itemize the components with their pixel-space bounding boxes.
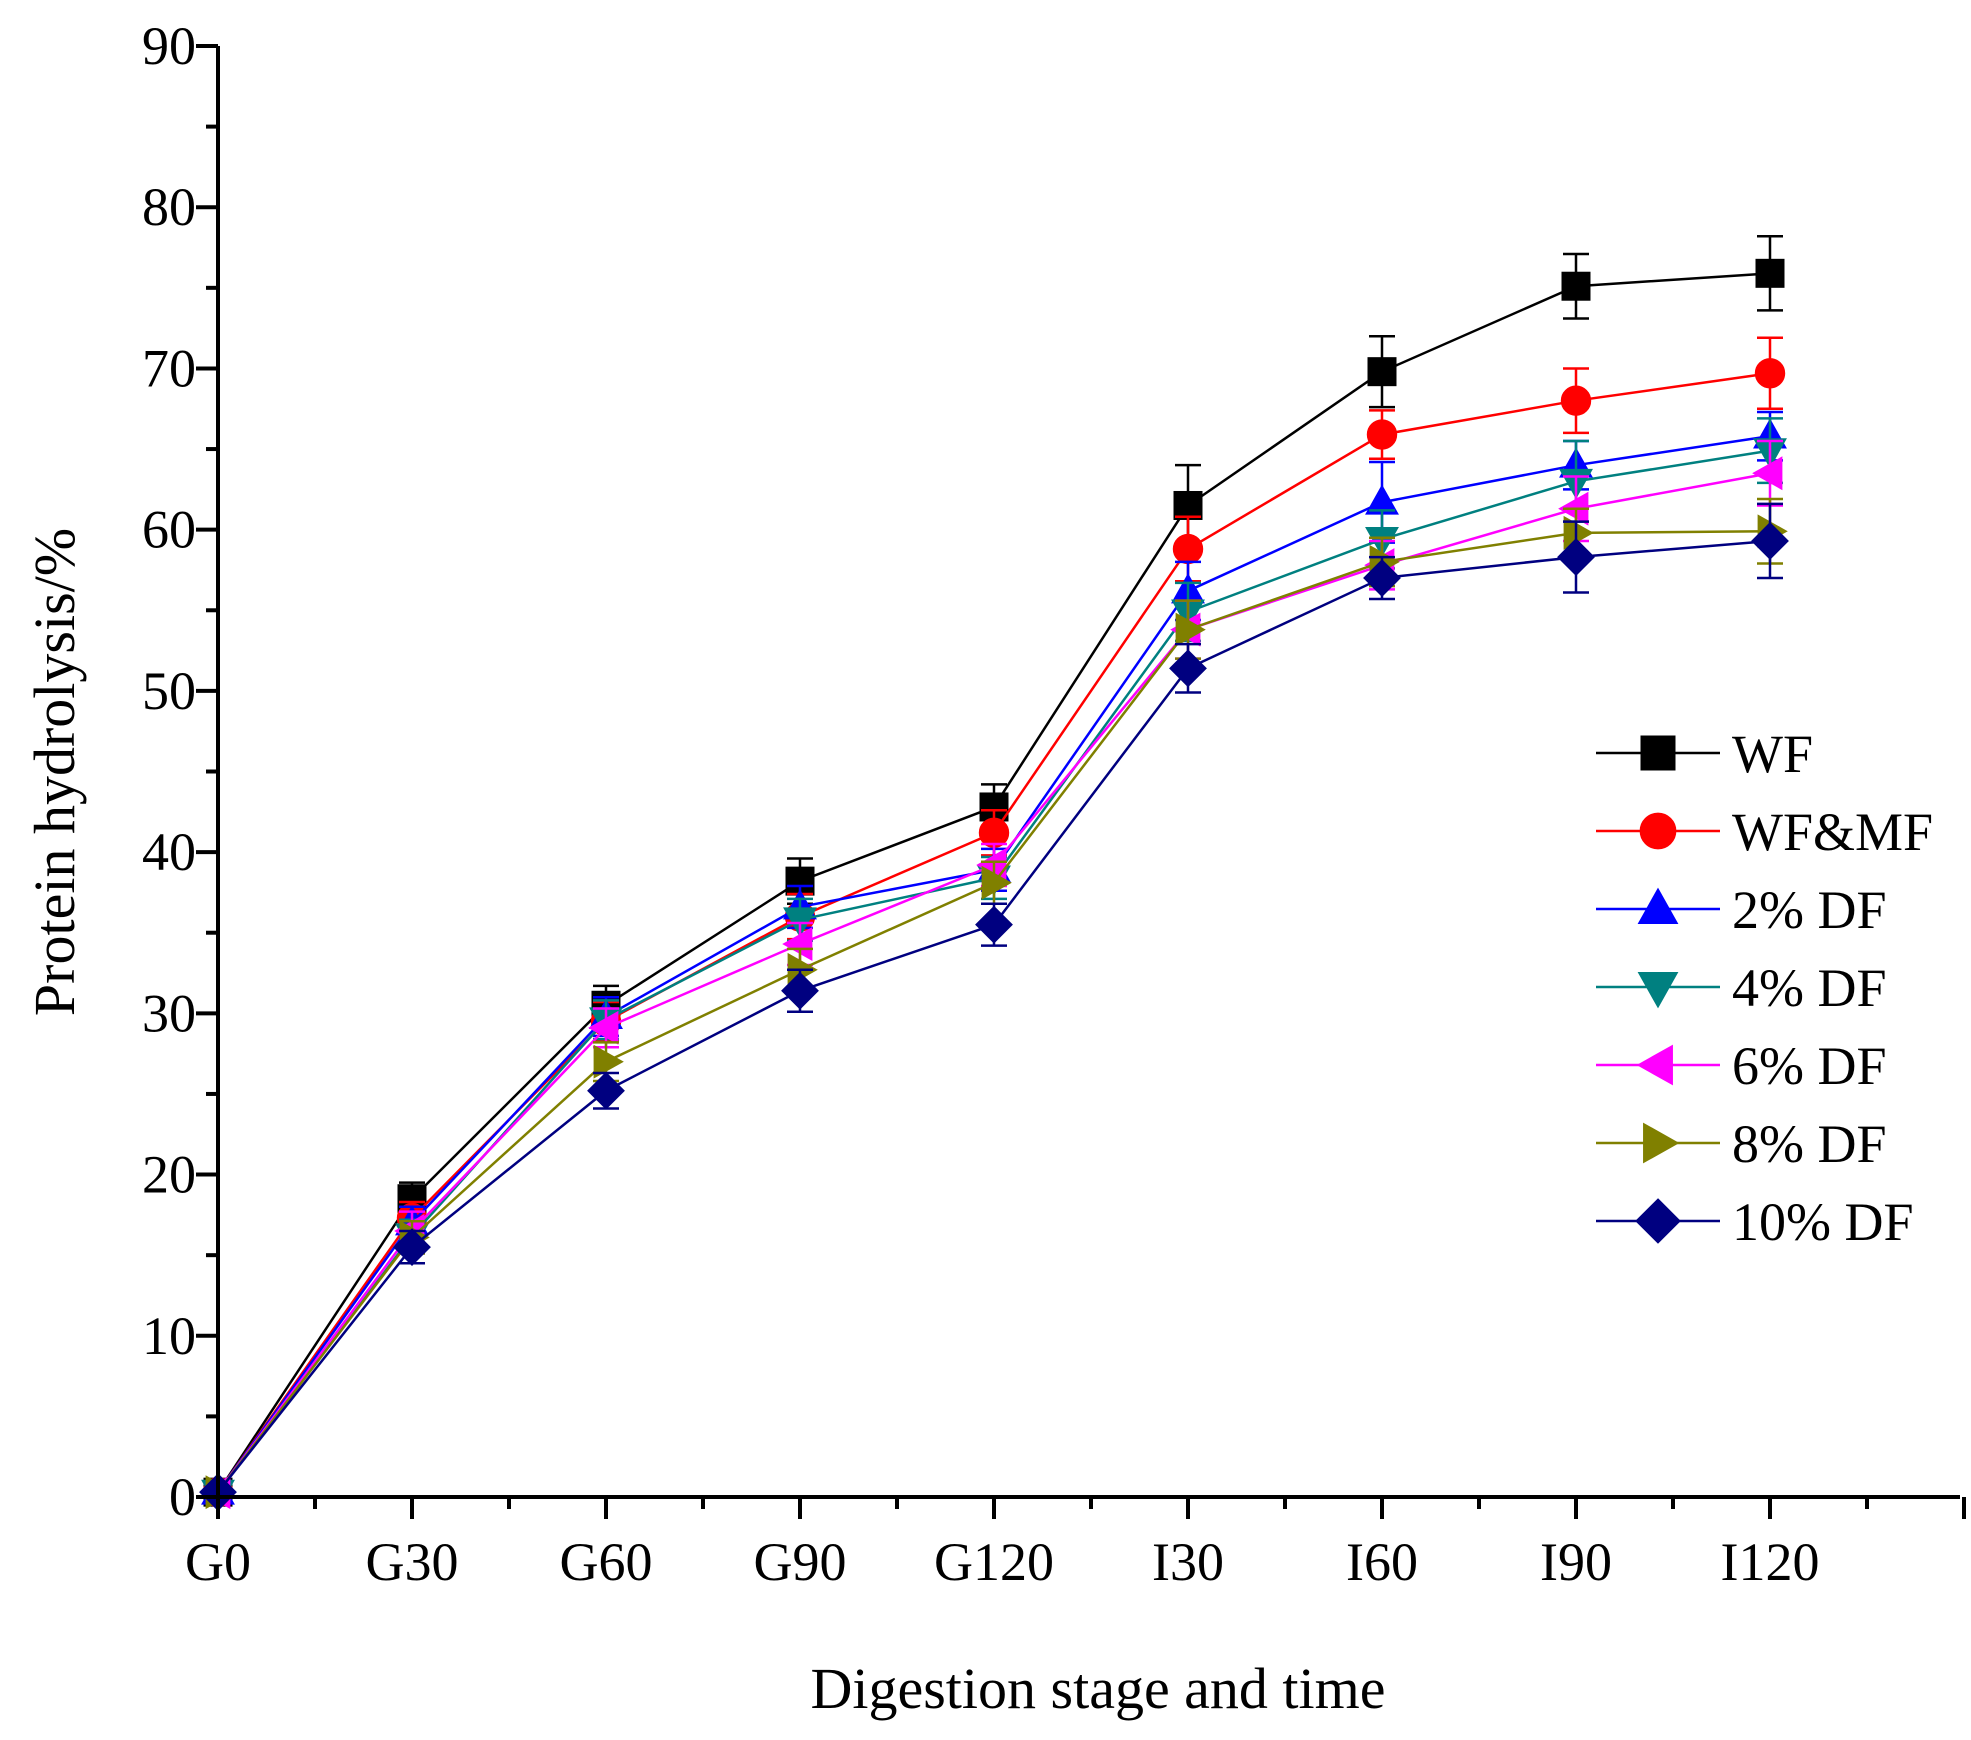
- data-point: [1557, 538, 1595, 576]
- data-point: [1173, 490, 1203, 520]
- y-tick-label: 0: [169, 1467, 196, 1527]
- data-point: [1755, 258, 1785, 288]
- legend-label: WF: [1732, 724, 1813, 784]
- y-tick-label: 20: [142, 1145, 196, 1205]
- series-4% DF: [201, 417, 1787, 1510]
- data-point: [1367, 357, 1397, 387]
- x-tick-label: G30: [366, 1532, 459, 1592]
- series-line: [217, 530, 1771, 1493]
- legend-marker: [1635, 1198, 1681, 1244]
- legend-item: 10% DF: [1596, 1192, 1914, 1252]
- legend-item: WF: [1596, 724, 1813, 784]
- y-tick-label: 30: [142, 983, 196, 1043]
- data-point: [1366, 419, 1398, 450]
- legend-label: 2% DF: [1732, 880, 1887, 940]
- y-axis-title: Protein hydrolysis/%: [22, 528, 87, 1016]
- y-tick-label: 70: [142, 338, 196, 398]
- ticks: 0 10 20 30 40 50 60 70 80 90 G0 G30 G60 G90 G120 I30 I60…: [142, 16, 1966, 1592]
- data-point: [588, 1010, 619, 1045]
- legend-label: 4% DF: [1732, 958, 1887, 1018]
- data-point: [1560, 385, 1592, 416]
- legend-label: 10% DF: [1732, 1192, 1914, 1252]
- x-tick-label: G60: [560, 1532, 653, 1592]
- axes: [216, 46, 1960, 1499]
- x-tick-label: I120: [1721, 1532, 1820, 1592]
- legend-marker: [1639, 812, 1677, 850]
- y-tick-label: 10: [142, 1306, 196, 1366]
- data-point: [1172, 533, 1204, 565]
- data-point: [593, 1044, 624, 1079]
- x-tick-label: G120: [934, 1532, 1054, 1592]
- data-point: [981, 865, 1012, 900]
- legend-label: WF&MF: [1732, 802, 1933, 862]
- series-line: [216, 434, 1771, 1493]
- y-tick-label: 60: [142, 500, 196, 560]
- data-point: [1751, 522, 1789, 560]
- legend-item: 8% DF: [1596, 1114, 1887, 1174]
- x-tick-label: I30: [1152, 1532, 1224, 1592]
- x-axis-title: Digestion stage and time: [810, 1656, 1385, 1721]
- y-tick-label: 90: [142, 16, 196, 76]
- legend-item: 2% DF: [1596, 880, 1887, 940]
- data-point: [781, 971, 819, 1010]
- series-layer: [199, 234, 1789, 1512]
- legend-item: 4% DF: [1596, 958, 1887, 1018]
- series-line: [216, 472, 1771, 1493]
- x-tick-label: G0: [185, 1532, 251, 1592]
- data-point: [1561, 271, 1591, 301]
- series-8% DF: [205, 497, 1788, 1510]
- data-point: [587, 1071, 625, 1110]
- legend-marker: [1637, 972, 1679, 1009]
- series-10% DF: [199, 502, 1789, 1512]
- legend-marker: [1636, 1044, 1673, 1086]
- x-tick-label: I90: [1540, 1532, 1612, 1592]
- legend-marker: [1637, 887, 1679, 924]
- series-line: [217, 449, 1771, 1493]
- legend-item: 6% DF: [1596, 1036, 1887, 1096]
- legend-marker: [1643, 1122, 1680, 1164]
- data-point: [1175, 612, 1206, 647]
- data-point: [1754, 358, 1786, 389]
- x-tick-label: I60: [1346, 1532, 1418, 1592]
- legend-item: WF&MF: [1596, 802, 1933, 862]
- series-6% DF: [200, 439, 1783, 1510]
- data-point: [1363, 559, 1401, 597]
- legend-label: 6% DF: [1732, 1036, 1887, 1096]
- data-point: [1752, 456, 1783, 491]
- x-tick-label: G90: [754, 1532, 847, 1592]
- data-point: [393, 1228, 431, 1267]
- y-tick-label: 40: [142, 822, 196, 882]
- y-tick-label: 50: [142, 661, 196, 721]
- series-2% DF: [201, 410, 1787, 1505]
- data-point: [782, 927, 813, 961]
- series-line: [217, 539, 1771, 1493]
- y-tick-label: 80: [142, 177, 196, 237]
- legend-label: 8% DF: [1732, 1114, 1887, 1174]
- data-point: [975, 905, 1013, 944]
- legend-marker: [1640, 735, 1676, 771]
- legend: WF WF&MF 2% DF 4% DF 6% DF 8% DF 10% DF: [1596, 724, 1933, 1252]
- data-point: [1169, 649, 1207, 688]
